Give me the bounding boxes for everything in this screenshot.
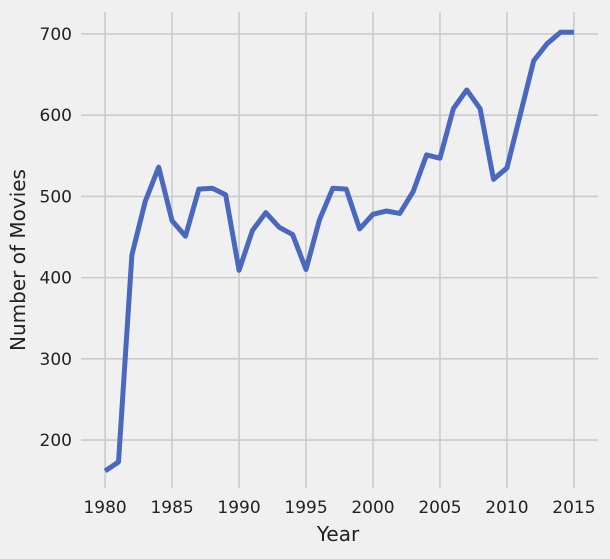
data-point xyxy=(344,187,349,192)
series-line xyxy=(103,29,574,474)
data-point xyxy=(277,225,282,230)
y-tick-label: 500 xyxy=(40,187,72,207)
y-tick-label: 400 xyxy=(40,269,72,289)
tick-labels: 1980 1985 1990 1995 2000 2005 2010 2015 200 300 40… xyxy=(40,25,596,518)
data-point xyxy=(317,217,322,222)
data-point xyxy=(545,41,550,46)
data-point xyxy=(370,212,375,217)
x-tick-label: 1990 xyxy=(217,498,260,518)
data-point xyxy=(290,232,295,237)
data-point xyxy=(263,210,268,215)
y-tick-label: 200 xyxy=(40,431,72,451)
x-tick-label: 2000 xyxy=(351,498,394,518)
y-tick-label: 300 xyxy=(40,350,72,370)
data-point xyxy=(103,468,108,473)
x-axis-label: Year xyxy=(316,522,360,546)
data-point xyxy=(451,106,456,111)
x-tick-label: 2010 xyxy=(485,498,528,518)
x-tick-label: 2015 xyxy=(552,498,595,518)
x-tick-label: 1985 xyxy=(150,498,193,518)
data-point xyxy=(397,211,402,216)
x-tick-label: 2005 xyxy=(418,498,461,518)
data-point xyxy=(143,199,148,204)
data-point xyxy=(491,177,496,182)
data-point xyxy=(129,252,134,257)
data-point xyxy=(330,186,335,191)
data-point xyxy=(411,189,416,194)
data-point xyxy=(571,30,576,35)
data-point xyxy=(558,30,563,35)
x-tick-label: 1980 xyxy=(83,498,126,518)
data-point xyxy=(384,209,389,214)
data-point xyxy=(237,268,242,273)
data-point xyxy=(504,165,509,170)
y-axis-label: Number of Movies xyxy=(6,169,30,351)
data-point xyxy=(196,187,201,192)
data-point xyxy=(518,112,523,117)
y-tick-label: 600 xyxy=(40,106,72,126)
grid xyxy=(81,12,598,488)
series-layer xyxy=(103,29,576,474)
data-point xyxy=(531,58,536,63)
data-point xyxy=(478,106,483,111)
x-tick-label: 1995 xyxy=(284,498,327,518)
data-point xyxy=(210,186,215,191)
data-point xyxy=(116,460,121,465)
data-point xyxy=(304,267,309,272)
data-point xyxy=(437,156,442,161)
y-tick-label: 700 xyxy=(40,25,72,45)
data-point xyxy=(223,192,228,197)
data-point xyxy=(156,165,161,170)
data-point xyxy=(183,234,188,239)
data-point xyxy=(357,226,362,231)
data-point xyxy=(250,228,255,233)
data-point xyxy=(464,87,469,92)
data-point xyxy=(424,152,429,157)
data-point xyxy=(170,218,175,223)
